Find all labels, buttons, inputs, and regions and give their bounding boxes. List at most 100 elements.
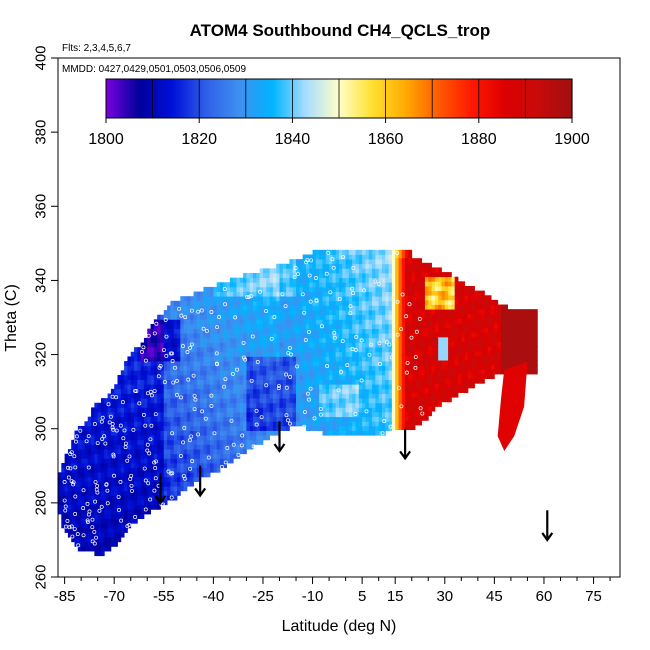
field-cell (454, 299, 459, 305)
field-cell (365, 323, 370, 330)
field-cell (272, 361, 277, 367)
field-cell (421, 369, 426, 375)
field-cell (454, 336, 459, 342)
field-cell (282, 365, 287, 371)
field-cell (524, 332, 528, 338)
field-cell (325, 337, 330, 343)
field-cell (319, 407, 323, 413)
field-cell (124, 412, 128, 418)
field-cell (167, 365, 171, 371)
field-cell (282, 263, 287, 269)
field-cell (157, 467, 161, 473)
field-cell (203, 435, 208, 441)
field-cell (309, 379, 313, 385)
field-cell (137, 374, 142, 380)
field-cell (77, 458, 82, 464)
field-cell (84, 444, 89, 450)
field-cell (342, 291, 347, 297)
field-cell (345, 412, 350, 418)
field-cell (362, 314, 366, 320)
field-cell (358, 374, 363, 380)
field-cell (507, 318, 512, 324)
field-cell (100, 486, 105, 492)
field-cell (299, 402, 304, 408)
field-cell (319, 421, 323, 427)
field-cell (120, 495, 125, 501)
field-cell (163, 435, 168, 441)
field-cell (206, 314, 211, 320)
field-cell (153, 472, 158, 478)
field-cell (296, 379, 300, 385)
field-cell (114, 439, 118, 445)
field-cell (408, 276, 413, 282)
field-cell (375, 268, 380, 274)
field-cell (256, 337, 261, 343)
field-cell (352, 337, 356, 343)
field-cell (140, 402, 145, 408)
field-cell (94, 444, 99, 450)
field-cell (391, 333, 396, 339)
field-cell (196, 444, 201, 450)
field-cell (143, 384, 148, 390)
field-cell (249, 388, 254, 394)
field-cell (210, 425, 214, 431)
field-cell (219, 453, 224, 459)
field-cell (299, 323, 304, 330)
field-cell (94, 523, 99, 529)
field-cell (401, 258, 406, 264)
field-cell (64, 486, 69, 492)
field-cell (74, 472, 79, 478)
field-cell (286, 337, 290, 343)
field-cell (114, 495, 118, 501)
field-cell (408, 425, 413, 431)
field-cell (239, 379, 244, 385)
field-cell (296, 286, 300, 292)
field-cell (385, 254, 389, 260)
field-cell (315, 263, 320, 269)
field-cell (339, 374, 343, 380)
field-cell (368, 268, 373, 274)
field-cell (292, 365, 297, 371)
field-cell (411, 281, 416, 287)
field-cell (100, 481, 105, 487)
field-cell (100, 439, 105, 445)
field-cell (77, 546, 82, 552)
field-cell (124, 416, 128, 422)
field-cell (229, 296, 234, 302)
field-cell (243, 370, 247, 376)
field-cell (61, 467, 66, 473)
field-cell (286, 374, 290, 380)
field-cell (233, 314, 237, 320)
field-cell (262, 319, 267, 325)
field-cell (246, 435, 251, 441)
field-cell (355, 291, 360, 297)
field-cell (458, 346, 462, 352)
field-cell (372, 268, 376, 274)
field-cell (153, 430, 158, 436)
field-cell (401, 392, 406, 398)
field-cell (471, 290, 475, 296)
field-cell (246, 333, 251, 339)
field-cell (58, 476, 62, 482)
field-cell (130, 435, 135, 441)
field-cell (358, 342, 363, 348)
field-cell (434, 360, 439, 366)
field-cell (481, 323, 485, 329)
field-cell (140, 463, 145, 469)
field-cell (312, 398, 317, 404)
field-cell (190, 384, 194, 390)
field-cell (365, 361, 370, 367)
field-cell (104, 476, 108, 482)
field-cell (259, 273, 264, 279)
field-cell (418, 374, 423, 380)
field-cell (223, 328, 227, 334)
field-cell (451, 304, 456, 310)
field-cell (143, 416, 148, 422)
field-cell (448, 304, 452, 310)
field-cell (256, 435, 261, 441)
field-cell (391, 421, 396, 427)
field-cell (186, 337, 191, 343)
field-cell (183, 472, 188, 478)
field-cell (239, 314, 244, 320)
field-cell (385, 416, 389, 422)
